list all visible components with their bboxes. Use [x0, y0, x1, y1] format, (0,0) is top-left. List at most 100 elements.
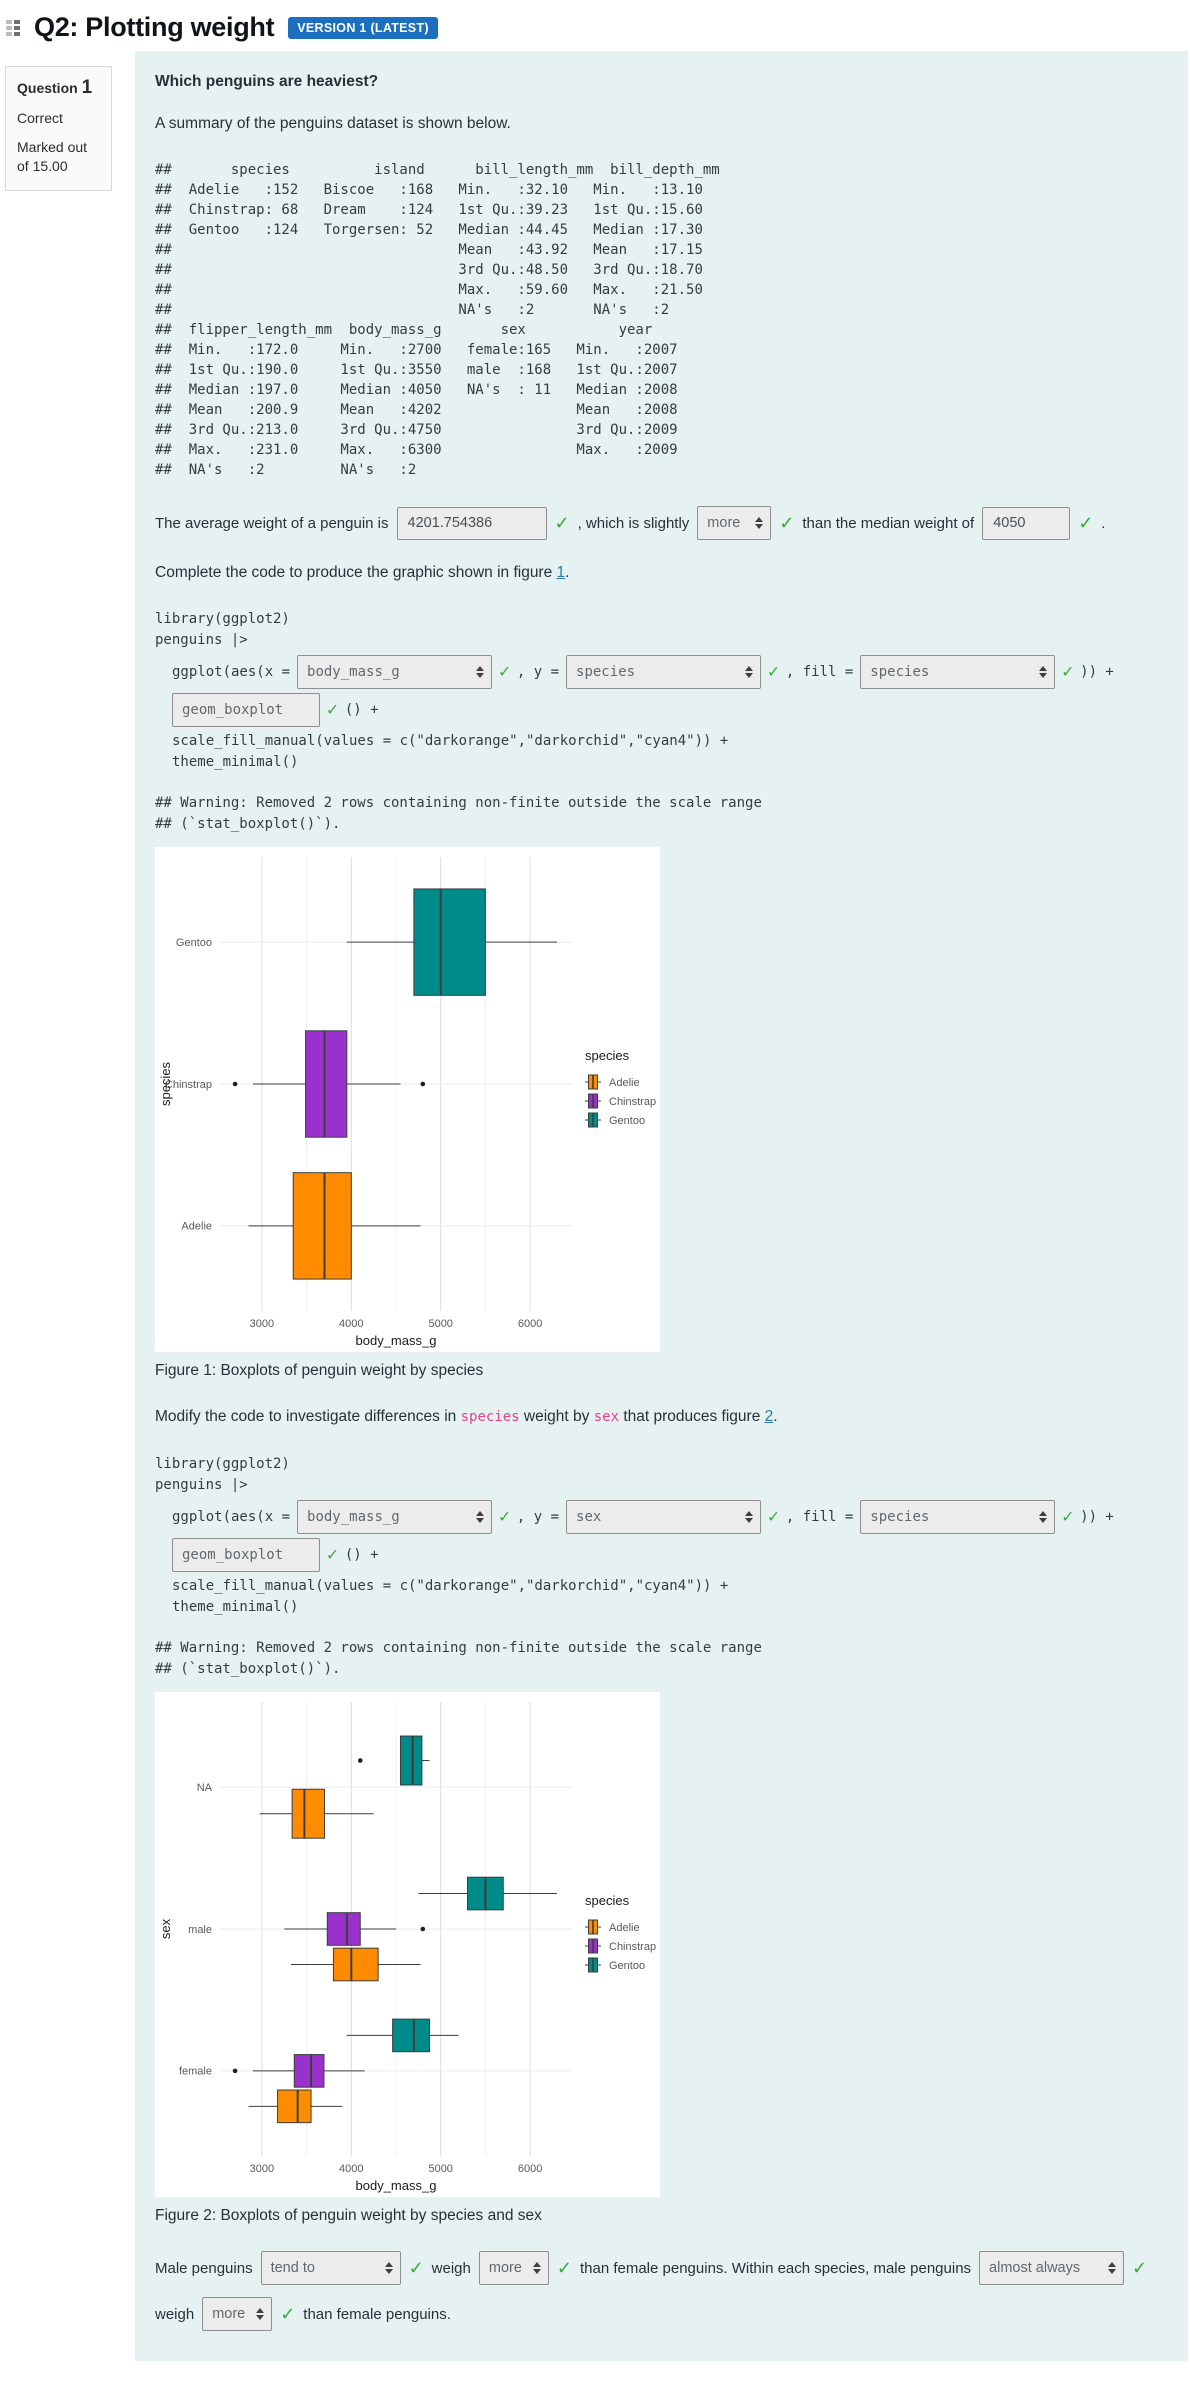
- code1-fill-select-value: species: [870, 664, 930, 680]
- code2-fill-select[interactable]: species: [860, 1500, 1056, 1534]
- svg-text:Gentoo: Gentoo: [609, 1960, 645, 1972]
- svg-text:species: species: [585, 1048, 630, 1063]
- code2-geom-select[interactable]: geom_boxplot: [172, 1538, 320, 1572]
- correct-check-icon: ✓: [1078, 513, 1094, 533]
- question-grid-icon: [6, 19, 20, 36]
- complete-code-text-post: .: [565, 564, 570, 581]
- correct-check-icon: ✓: [768, 661, 779, 682]
- svg-text:male: male: [188, 1924, 212, 1936]
- correct-check-icon: ✓: [1062, 661, 1074, 682]
- correct-check-icon: ✓: [1132, 2258, 1148, 2278]
- svg-text:5000: 5000: [428, 2163, 452, 2175]
- version-badge: VERSION 1 (LATEST): [288, 16, 438, 39]
- select-arrows-icon: [532, 2262, 541, 2274]
- median-weight-input[interactable]: [982, 506, 1071, 540]
- select-arrows-icon: [476, 1511, 485, 1523]
- figure-1-plot: 3000 4000 5000 6000 Adelie Chinstrap Gentoo bod…: [155, 847, 660, 1352]
- code1-geom-select-value: geom_boxplot: [182, 702, 284, 718]
- code2-aes-prefix: ggplot(aes(x =: [172, 1509, 291, 1525]
- svg-text:NA: NA: [197, 1782, 213, 1794]
- cloze-sentence-male-female: Male penguins tend to ✓ weigh more ✓ tha…: [155, 2251, 1162, 2331]
- page-layout: Question 1 Correct Marked out of 15.00 W…: [0, 51, 1190, 2361]
- code2-geom-suffix: () +: [344, 1547, 379, 1563]
- slightly-more-select[interactable]: more: [697, 506, 772, 540]
- code2-y-select[interactable]: sex: [566, 1500, 762, 1534]
- code1-fill-label: , fill =: [785, 664, 854, 680]
- code2-line-theme: theme_minimal(): [172, 1599, 299, 1615]
- code2-line-scale: scale_fill_manual(values = c("darkorange…: [172, 1578, 729, 1594]
- svg-text:sex: sex: [158, 1918, 173, 1939]
- figure-1-link[interactable]: 1: [556, 564, 566, 581]
- select-arrows-icon: [1039, 666, 1048, 678]
- figure-1-caption: Figure 1: Boxplots of penguin weight by …: [155, 1362, 484, 1379]
- code2-aes-row: ggplot(aes(x = body_mass_g ✓ , y = sex ✓…: [172, 1500, 1162, 1534]
- code1-aes-suffix: )) +: [1080, 664, 1114, 680]
- modify-text-mid: weight by: [519, 1408, 594, 1425]
- svg-text:Adelie: Adelie: [181, 1221, 212, 1233]
- weigh-more-select-1-value: more: [488, 2260, 522, 2276]
- code2-x-select-value: body_mass_g: [307, 1509, 400, 1525]
- svg-text:Gentoo: Gentoo: [176, 937, 212, 949]
- svg-text:6000: 6000: [518, 1318, 542, 1330]
- cloze-sentence-average: The average weight of a penguin is ✓ , w…: [155, 506, 1162, 540]
- question-info-box: Question 1 Correct Marked out of 15.00: [5, 66, 112, 191]
- tend-to-select[interactable]: tend to: [260, 2251, 401, 2285]
- select-arrows-icon: [745, 1511, 754, 1523]
- svg-text:3000: 3000: [250, 1318, 274, 1330]
- code1-x-select[interactable]: body_mass_g: [297, 655, 493, 689]
- code1-fill-select[interactable]: species: [860, 655, 1056, 689]
- modify-text-pre: Modify the code to investigate differenc…: [155, 1408, 461, 1425]
- modify-text-end: .: [773, 1408, 778, 1425]
- select-arrows-icon: [745, 666, 754, 678]
- inline-code-species: species: [460, 1409, 520, 1425]
- svg-text:body_mass_g: body_mass_g: [356, 2178, 437, 2193]
- cloze1-text-4: .: [1101, 514, 1106, 532]
- question-number: 1: [81, 77, 93, 98]
- question-main-panel: Which penguins are heaviest? A summary o…: [135, 51, 1188, 2361]
- code1-geom-select[interactable]: geom_boxplot: [172, 693, 320, 727]
- code2-x-select[interactable]: body_mass_g: [297, 1500, 493, 1534]
- code1-y-select[interactable]: species: [566, 655, 762, 689]
- warning-message-1: ## Warning: Removed 2 rows containing no…: [155, 795, 762, 832]
- code1-line-scale: scale_fill_manual(values = c("darkorange…: [172, 733, 729, 749]
- correct-check-icon: ✓: [327, 699, 338, 720]
- svg-text:5000: 5000: [428, 1318, 452, 1330]
- code2-geom-row: geom_boxplot ✓ () +: [172, 1538, 1162, 1572]
- svg-text:4000: 4000: [339, 1318, 363, 1330]
- page-title: Q2: Plotting weight: [34, 12, 275, 42]
- svg-text:6000: 6000: [518, 2163, 542, 2175]
- figure-2-caption: Figure 2: Boxplots of penguin weight by …: [155, 2207, 542, 2224]
- cloze2-text-1: Male penguins: [155, 2259, 253, 2277]
- figure-2: 3000 4000 5000 6000 female male NA body_mass_g s…: [155, 1692, 660, 2197]
- almost-always-select-value: almost always: [989, 2260, 1081, 2276]
- svg-text:Adelie: Adelie: [609, 1922, 640, 1934]
- correct-check-icon: ✓: [280, 2304, 296, 2324]
- code1-aes-prefix: ggplot(aes(x =: [172, 664, 291, 680]
- code-block-1: library(ggplot2) penguins |> ggplot(aes(…: [155, 609, 1162, 773]
- summary-output: ## species island bill_length_mm bill_de…: [155, 162, 720, 478]
- code2-line-library: library(ggplot2): [155, 1456, 290, 1472]
- almost-always-select[interactable]: almost always: [979, 2251, 1125, 2285]
- select-arrows-icon: [1108, 2262, 1117, 2274]
- code-block-2: library(ggplot2) penguins |> ggplot(aes(…: [155, 1454, 1162, 1618]
- cloze1-text-1: The average weight of a penguin is: [155, 514, 389, 532]
- correct-check-icon: ✓: [408, 2258, 424, 2278]
- svg-text:female: female: [179, 2066, 212, 2078]
- code2-geom-select-value: geom_boxplot: [182, 1547, 284, 1563]
- select-arrows-icon: [476, 666, 485, 678]
- modify-code-text: Modify the code to investigate differenc…: [155, 1406, 1162, 1428]
- figure-2-link[interactable]: 2: [764, 1408, 774, 1425]
- svg-text:Adelie: Adelie: [609, 1077, 640, 1089]
- average-weight-input[interactable]: [396, 506, 547, 540]
- weigh-more-select-1[interactable]: more: [478, 2251, 549, 2285]
- weigh-more-select-2[interactable]: more: [202, 2297, 273, 2331]
- cloze2-text-2: weigh: [431, 2259, 471, 2277]
- question-heading: Which penguins are heaviest?: [155, 73, 379, 90]
- modify-text-post: that produces figure: [619, 1408, 765, 1425]
- svg-text:4000: 4000: [339, 2163, 363, 2175]
- code1-line-pipe: penguins |>: [155, 632, 248, 648]
- code1-y-select-value: species: [576, 664, 636, 680]
- complete-code-text-pre: Complete the code to produce the graphic…: [155, 564, 557, 581]
- correct-check-icon: ✓: [499, 661, 510, 682]
- figure-1: 3000 4000 5000 6000 Adelie Chinstrap Gentoo bod…: [155, 847, 660, 1352]
